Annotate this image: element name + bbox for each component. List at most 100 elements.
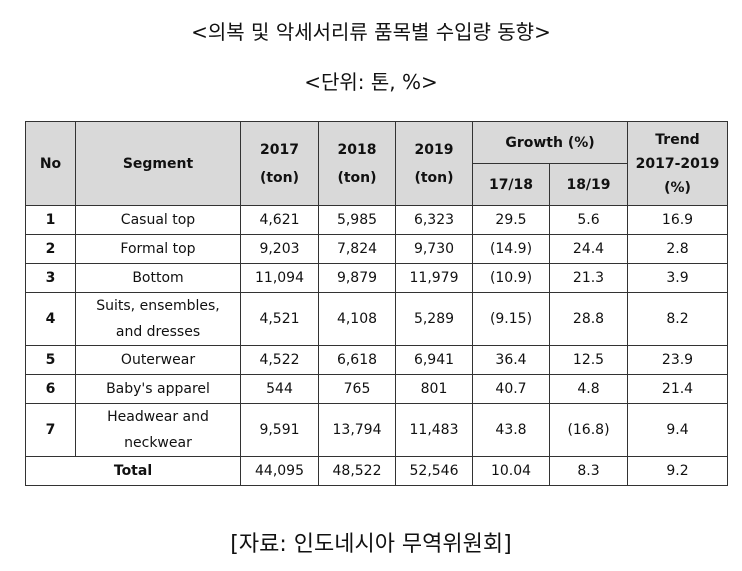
value-cell: 4,621 <box>240 205 319 235</box>
segment-cell: Casual top <box>75 205 241 235</box>
segment-cell: Formal top <box>75 234 241 264</box>
total-cell: 10.04 <box>472 456 550 486</box>
data-row: 5 Outerwear 4,522 6,618 6,941 36.4 12.5 23.9 <box>25 345 728 375</box>
value-cell: 5,985 <box>318 205 396 235</box>
value-cell: 43.8 <box>472 403 550 457</box>
value-cell: 9,203 <box>240 234 319 264</box>
segment-cell: Headwear and neckwear <box>75 403 241 457</box>
segment-text: Outerwear <box>120 352 196 368</box>
value-cell: 36.4 <box>472 345 550 375</box>
segment-cell: Bottom <box>75 263 241 293</box>
data-row: 4 Suits, ensembles, and dresses 4,521 4,108… <box>25 292 728 346</box>
value-cell: 13,794 <box>318 403 396 457</box>
segment-cell: Outerwear <box>75 345 241 375</box>
row-number: 1 <box>25 205 76 235</box>
segment-text: Baby's apparel <box>106 381 210 397</box>
header-line: 2017 <box>260 141 299 158</box>
segment-cell: Baby's apparel <box>75 374 241 404</box>
value-cell: 6,323 <box>395 205 473 235</box>
total-cell: 52,546 <box>395 456 473 486</box>
row-number: 5 <box>25 345 76 375</box>
value-cell: 16.9 <box>627 205 728 235</box>
total-row: Total 44,095 48,522 52,546 10.04 8.3 9.2 <box>25 456 728 486</box>
table-header: No Segment 2017 (ton) 2018 (ton) 2019 (ton) Grow… <box>25 121 728 206</box>
header-line: Trend <box>655 131 700 148</box>
header-line: 2017-2019 <box>635 155 720 172</box>
value-cell: 5.6 <box>549 205 628 235</box>
data-row: 1 Casual top 4,621 5,985 6,323 29.5 5.6 16.9 <box>25 205 728 235</box>
value-cell: 3.9 <box>627 263 728 293</box>
value-cell: 544 <box>240 374 319 404</box>
value-cell: 23.9 <box>627 345 728 375</box>
value-cell: 24.4 <box>549 234 628 264</box>
value-cell: (9.15) <box>472 292 550 346</box>
value-cell: 9,730 <box>395 234 473 264</box>
row-number: 4 <box>25 292 76 346</box>
value-cell: (16.8) <box>549 403 628 457</box>
row-number: 6 <box>25 374 76 404</box>
header-line: (ton) <box>337 169 377 186</box>
value-cell: 12.5 <box>549 345 628 375</box>
import-table: No Segment 2017 (ton) 2018 (ton) 2019 (ton) Grow… <box>25 121 728 486</box>
segment-text: Bottom <box>132 270 184 286</box>
value-cell: 801 <box>395 374 473 404</box>
total-cell: 8.3 <box>549 456 628 486</box>
row-number: 7 <box>25 403 76 457</box>
value-cell: 4,522 <box>240 345 319 375</box>
segment-text: Headwear and neckwear <box>107 409 209 451</box>
value-cell: 6,941 <box>395 345 473 375</box>
total-label: Total <box>25 456 241 486</box>
value-cell: 11,979 <box>395 263 473 293</box>
header-row: No Segment 2017 (ton) 2018 (ton) 2019 (ton) Grow… <box>25 121 728 206</box>
value-cell: 4,108 <box>318 292 396 346</box>
row-number: 2 <box>25 234 76 264</box>
data-row: 2 Formal top 9,203 7,824 9,730 (14.9) 24.4 2.8 <box>25 234 728 264</box>
header-cell: 2019 (ton) <box>395 121 473 206</box>
value-cell: (14.9) <box>472 234 550 264</box>
value-cell: 2.8 <box>627 234 728 264</box>
data-row: 3 Bottom 11,094 9,879 11,979 (10.9) 21.3 3.9 <box>25 263 728 293</box>
header-line: (ton) <box>259 169 300 186</box>
unit-note: <단위: 톤, %> <box>304 70 438 94</box>
title: <의복 및 악세서리류 품목별 수입량 동향> <box>191 20 551 44</box>
header-cell: Trend 2017-2019 (%) <box>627 121 728 206</box>
header-cell: 18/19 <box>549 163 628 206</box>
segment-text: Formal top <box>120 241 196 257</box>
table-body: 1 Casual top 4,621 5,985 6,323 29.5 5.6 16.9 2 Fo… <box>25 205 728 486</box>
data-row: 7 Headwear and neckwear 9,591 13,794 11,483 4… <box>25 403 728 457</box>
value-cell: 4.8 <box>549 374 628 404</box>
header-line: 2019 <box>414 141 454 158</box>
value-cell: 21.3 <box>549 263 628 293</box>
value-cell: 40.7 <box>472 374 550 404</box>
header-cell: 2017 (ton) <box>240 121 319 206</box>
value-cell: 8.2 <box>627 292 728 346</box>
value-cell: 4,521 <box>240 292 319 346</box>
segment-text: Casual top <box>120 212 196 228</box>
value-cell: 29.5 <box>472 205 550 235</box>
value-cell: 7,824 <box>318 234 396 264</box>
data-row: 6 Baby's apparel 544 765 801 40.7 4.8 21.4 <box>25 374 728 404</box>
header-line: (%) <box>664 179 691 196</box>
header-cell: Growth (%) <box>472 121 628 164</box>
header-line: 2018 <box>337 141 377 158</box>
value-cell: 5,289 <box>395 292 473 346</box>
value-cell: 21.4 <box>627 374 728 404</box>
header-cell: Segment <box>75 121 241 206</box>
segment-cell: Suits, ensembles, and dresses <box>75 292 241 346</box>
value-cell: 6,618 <box>318 345 396 375</box>
value-cell: 11,483 <box>395 403 473 457</box>
segment-text: Suits, ensembles, and dresses <box>96 298 220 340</box>
value-cell: 9,591 <box>240 403 319 457</box>
total-cell: 48,522 <box>318 456 396 486</box>
header-cell: 2018 (ton) <box>318 121 396 206</box>
header-cell: 17/18 <box>472 163 550 206</box>
source-note: [자료: 인도네시아 무역위원회] <box>230 532 512 557</box>
value-cell: 765 <box>318 374 396 404</box>
total-cell: 9.2 <box>627 456 728 486</box>
value-cell: 11,094 <box>240 263 319 293</box>
row-number: 3 <box>25 263 76 293</box>
value-cell: 9,879 <box>318 263 396 293</box>
header-line: (ton) <box>414 169 454 186</box>
total-cell: 44,095 <box>240 456 319 486</box>
